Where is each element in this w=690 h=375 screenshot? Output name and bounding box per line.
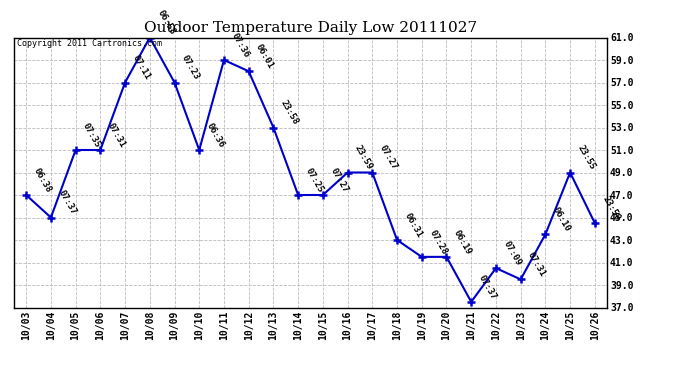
Text: 06:01: 06:01 [254,43,275,70]
Text: 07:37: 07:37 [57,189,78,217]
Text: 23:58: 23:58 [279,99,300,127]
Text: 23:55: 23:55 [575,144,597,172]
Text: 07:25: 07:25 [304,166,325,194]
Text: 07:35: 07:35 [81,122,102,149]
Text: 07:23: 07:23 [180,54,201,82]
Text: 07:31: 07:31 [106,122,127,149]
Text: 06:36: 06:36 [205,122,226,149]
Text: 06:19: 06:19 [452,228,473,256]
Text: 07:28: 07:28 [427,228,449,256]
Text: 07:09: 07:09 [502,240,523,267]
Text: 23:59: 23:59 [353,144,375,172]
Text: 23:59: 23:59 [600,195,622,222]
Text: 06:10: 06:10 [551,206,572,234]
Text: 06:31: 06:31 [402,211,424,239]
Text: Copyright 2011 Cartronics.com: Copyright 2011 Cartronics.com [17,39,161,48]
Text: 07:31: 07:31 [526,251,547,279]
Text: 07:27: 07:27 [378,144,399,172]
Text: 07:36: 07:36 [230,32,250,59]
Text: 07:37: 07:37 [477,273,498,301]
Text: 06:58: 06:58 [155,9,177,37]
Text: 06:38: 06:38 [32,166,53,194]
Title: Outdoor Temperature Daily Low 20111027: Outdoor Temperature Daily Low 20111027 [144,21,477,35]
Text: 07:11: 07:11 [130,54,152,82]
Text: 07:27: 07:27 [328,166,350,194]
